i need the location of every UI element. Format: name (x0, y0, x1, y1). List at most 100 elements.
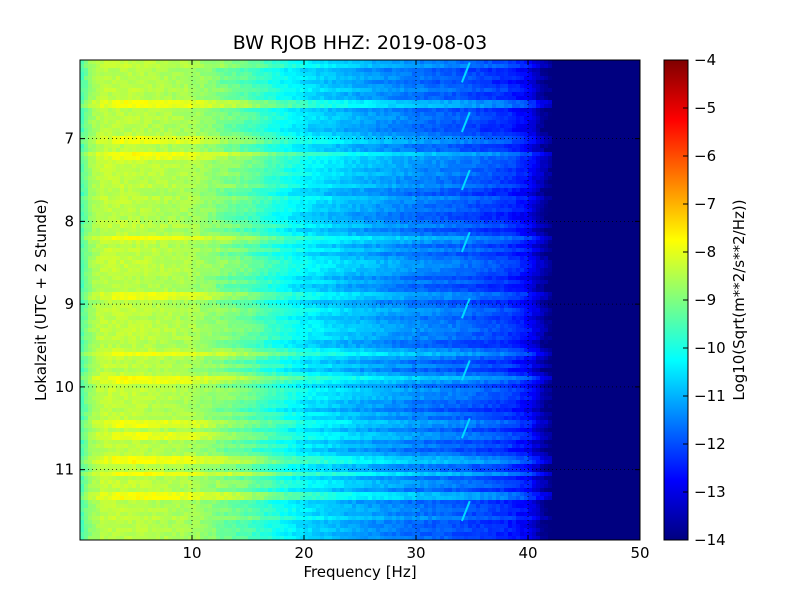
heatmap-cell (356, 72, 361, 77)
heatmap-cell (240, 104, 245, 109)
heatmap-cell (132, 184, 137, 189)
heatmap-cell (400, 140, 405, 145)
heatmap-cell (480, 140, 485, 145)
heatmap-cell (288, 196, 293, 201)
heatmap-cell (536, 92, 541, 97)
heatmap-cell (92, 180, 97, 185)
heatmap-cell (144, 100, 149, 105)
heatmap-cell (460, 200, 465, 205)
heatmap-cell (304, 76, 309, 81)
heatmap-cell (516, 92, 521, 97)
heatmap-cell (260, 116, 265, 121)
heatmap-cell (296, 76, 301, 81)
heatmap-cell (340, 172, 345, 177)
heatmap-cell (436, 84, 441, 89)
heatmap-cell (604, 160, 609, 165)
heatmap-cell (196, 196, 201, 201)
heatmap-cell (516, 124, 521, 129)
heatmap-cell (536, 140, 541, 145)
heatmap-cell (548, 112, 553, 117)
heatmap-cell (296, 104, 301, 109)
heatmap-cell (372, 92, 377, 97)
heatmap-cell (512, 160, 517, 165)
heatmap-cell (428, 112, 433, 117)
heatmap-cell (124, 152, 129, 157)
heatmap-cell (496, 168, 501, 173)
heatmap-cell (624, 64, 629, 69)
heatmap-cell (96, 60, 101, 65)
heatmap-cell (576, 156, 581, 161)
heatmap-cell (424, 200, 429, 205)
heatmap-cell (144, 160, 149, 165)
heatmap-cell (256, 196, 261, 201)
heatmap-cell (292, 60, 297, 65)
heatmap-cell (628, 140, 633, 145)
heatmap-cell (316, 128, 321, 133)
heatmap-cell (312, 152, 317, 157)
heatmap-cell (352, 72, 357, 77)
heatmap-cell (372, 128, 377, 133)
heatmap-cell (292, 96, 297, 101)
heatmap-cell (296, 132, 301, 137)
heatmap-cell (512, 104, 517, 109)
heatmap-cell (192, 96, 197, 101)
heatmap-cell (388, 72, 393, 77)
heatmap-cell (92, 76, 97, 81)
heatmap-cell (212, 164, 217, 169)
heatmap-cell (316, 148, 321, 153)
heatmap-cell (528, 180, 533, 185)
heatmap-cell (252, 160, 257, 165)
heatmap-cell (568, 104, 573, 109)
heatmap-cell (600, 84, 605, 89)
heatmap-cell (596, 64, 601, 69)
heatmap-cell (192, 84, 197, 89)
heatmap-cell (356, 160, 361, 165)
heatmap-cell (84, 96, 89, 101)
heatmap-cell (352, 96, 357, 101)
heatmap-cell (536, 156, 541, 161)
heatmap-cell (216, 164, 221, 169)
heatmap-cell (620, 196, 625, 201)
heatmap-cell (540, 116, 545, 121)
heatmap-cell (520, 140, 525, 145)
heatmap-cell (384, 176, 389, 181)
heatmap-cell (152, 172, 157, 177)
heatmap-cell (496, 148, 501, 153)
heatmap-cell (580, 192, 585, 197)
heatmap-cell (564, 148, 569, 153)
heatmap-cell (500, 172, 505, 177)
heatmap-cell (460, 152, 465, 157)
heatmap-cell (304, 128, 309, 133)
heatmap-cell (80, 160, 85, 165)
heatmap-cell (552, 104, 557, 109)
heatmap-cell (256, 128, 261, 133)
heatmap-cell (336, 196, 341, 201)
heatmap-cell (376, 76, 381, 81)
heatmap-cell (312, 88, 317, 93)
heatmap-cell (88, 128, 93, 133)
heatmap-cell (272, 168, 277, 173)
heatmap-cell (388, 152, 393, 157)
heatmap-cell (332, 172, 337, 177)
heatmap-cell (504, 92, 509, 97)
heatmap-cell (260, 84, 265, 89)
heatmap-cell (612, 88, 617, 93)
heatmap-cell (416, 124, 421, 129)
heatmap-cell (284, 148, 289, 153)
heatmap-cell (584, 64, 589, 69)
heatmap-cell (192, 196, 197, 201)
heatmap-cell (492, 152, 497, 157)
heatmap-cell (284, 92, 289, 97)
heatmap-cell (576, 152, 581, 157)
heatmap-cell (576, 144, 581, 149)
heatmap-cell (176, 64, 181, 69)
heatmap-cell (540, 80, 545, 85)
heatmap-cell (404, 164, 409, 169)
heatmap-cell (440, 104, 445, 109)
heatmap-cell (324, 140, 329, 145)
heatmap-cell (488, 112, 493, 117)
heatmap-cell (404, 156, 409, 161)
heatmap-cell (172, 68, 177, 73)
heatmap-cell (388, 84, 393, 89)
heatmap-cell (400, 112, 405, 117)
